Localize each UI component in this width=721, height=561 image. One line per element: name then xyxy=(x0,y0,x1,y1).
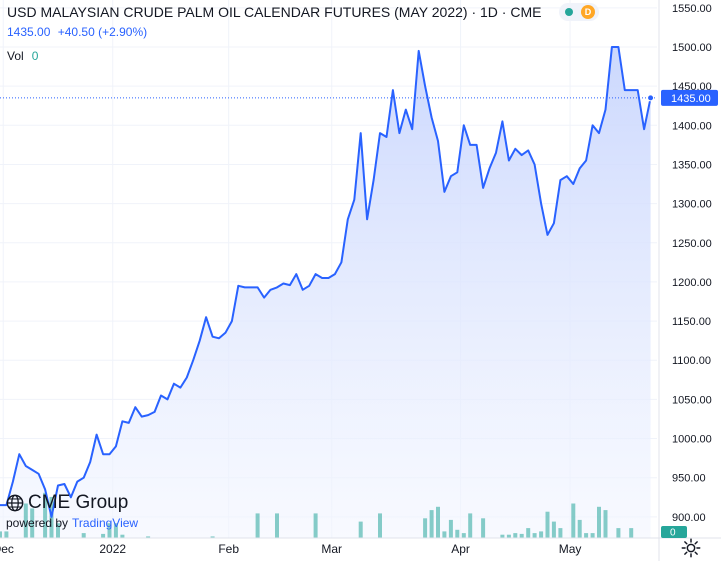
volume-bar xyxy=(81,533,86,538)
price-change: +40.50 (+2.90%) xyxy=(57,25,148,39)
volume-bar xyxy=(461,533,466,538)
volume-bar xyxy=(558,528,563,538)
y-tick-label: 900.00 xyxy=(672,512,706,524)
y-tick-label: 1350.00 xyxy=(672,159,712,171)
volume-bar xyxy=(107,523,112,538)
volume-bar xyxy=(551,521,556,538)
powered-by: powered by TradingView xyxy=(6,516,138,530)
powered-by-text: powered by xyxy=(6,516,69,530)
x-tick-label: Apr xyxy=(451,542,470,556)
volume-bar xyxy=(120,534,125,538)
volume-bar xyxy=(577,519,582,538)
volume-bar xyxy=(539,531,544,538)
cme-group-logo: CME Group xyxy=(6,492,138,514)
volume-bar xyxy=(30,508,35,538)
volume-bar xyxy=(526,528,531,538)
x-tick-label: Dec xyxy=(0,542,14,556)
volume-bar xyxy=(590,533,595,538)
volume-label: Vol xyxy=(7,49,24,63)
globe-icon xyxy=(6,494,24,512)
volume-bar xyxy=(629,528,634,538)
x-tick-label: 2022 xyxy=(99,542,126,556)
volume-bar xyxy=(0,531,2,538)
y-tick-label: 1400.00 xyxy=(672,120,712,132)
volume-bar xyxy=(481,518,486,538)
market-open-icon xyxy=(565,8,573,16)
price-series-line xyxy=(0,46,652,518)
market-status[interactable]: D xyxy=(559,3,599,21)
y-tick-label: 950.00 xyxy=(672,473,706,485)
volume-bar xyxy=(113,523,118,538)
y-tick-label: 1550.00 xyxy=(672,3,712,15)
volume-bar xyxy=(210,536,215,538)
tradingview-brand: TradingView xyxy=(72,516,139,530)
last-price-label: 1435.00 xyxy=(671,93,711,105)
volume-bar xyxy=(378,513,382,538)
x-tick-label: Mar xyxy=(321,542,342,556)
y-tick-label: 1150.00 xyxy=(672,316,711,328)
volume-bar xyxy=(313,513,318,538)
volume-bar xyxy=(429,510,434,538)
price-line xyxy=(0,46,657,518)
y-tick-label: 1000.00 xyxy=(672,434,712,446)
volume-bar xyxy=(448,519,453,538)
volume-bar xyxy=(603,510,608,538)
volume-bar xyxy=(4,531,9,538)
volume-bar xyxy=(101,533,106,538)
broker-watermark: CME Group powered by TradingView xyxy=(6,492,138,530)
price-area xyxy=(0,47,651,538)
volume-value: 0 xyxy=(31,49,39,63)
y-tick-label: 1250.00 xyxy=(672,238,712,250)
volume-bar xyxy=(571,503,576,538)
last-price: 1435.00 xyxy=(7,25,51,39)
x-tick-label: May xyxy=(559,542,582,556)
volume-bar xyxy=(455,529,460,538)
volume-bar xyxy=(597,506,601,538)
price-area-fill xyxy=(0,47,651,538)
volume-bar xyxy=(358,521,363,538)
y-tick-label: 1200.00 xyxy=(672,277,712,289)
volume-readout: Vol 0 xyxy=(7,49,38,63)
y-tick-label: 1300.00 xyxy=(672,199,712,211)
volume-bar xyxy=(423,518,428,538)
settings-gear-icon[interactable] xyxy=(680,537,702,559)
y-tick-label: 1100.00 xyxy=(672,355,711,367)
volume-bar xyxy=(442,531,447,538)
volume-bar xyxy=(513,533,518,538)
cme-brand-text: CME Group xyxy=(28,492,129,513)
delayed-data-badge: D xyxy=(581,5,595,19)
y-tick-label: 1050.00 xyxy=(672,394,712,406)
volume-axis-label: 0 xyxy=(670,528,676,539)
volume-bar xyxy=(468,513,473,538)
volume-bar xyxy=(519,533,524,538)
price-readout: 1435.00 +40.50 (+2.90%) xyxy=(7,25,147,39)
volume-bar xyxy=(23,503,28,538)
volume-bar xyxy=(275,513,279,538)
volume-bar xyxy=(584,533,589,538)
last-price-marker xyxy=(647,94,655,102)
last-price-badge xyxy=(661,89,718,106)
volume-bar xyxy=(146,536,151,538)
volume-bar xyxy=(616,528,621,538)
volume-axis-badge xyxy=(661,526,687,538)
y-tick-label: 1500.00 xyxy=(672,42,712,54)
x-tick-label: Feb xyxy=(218,542,239,556)
chart-title: USD MALAYSIAN CRUDE PALM OIL CALENDAR FU… xyxy=(7,4,542,20)
volume-bar xyxy=(532,533,537,538)
volume-bar xyxy=(545,511,550,538)
volume-bar xyxy=(500,534,505,538)
volume-bar xyxy=(56,523,60,538)
volume-bar xyxy=(43,492,48,538)
volume-bar xyxy=(506,534,511,538)
volume-bar xyxy=(255,513,260,538)
volume-bar xyxy=(436,506,440,538)
